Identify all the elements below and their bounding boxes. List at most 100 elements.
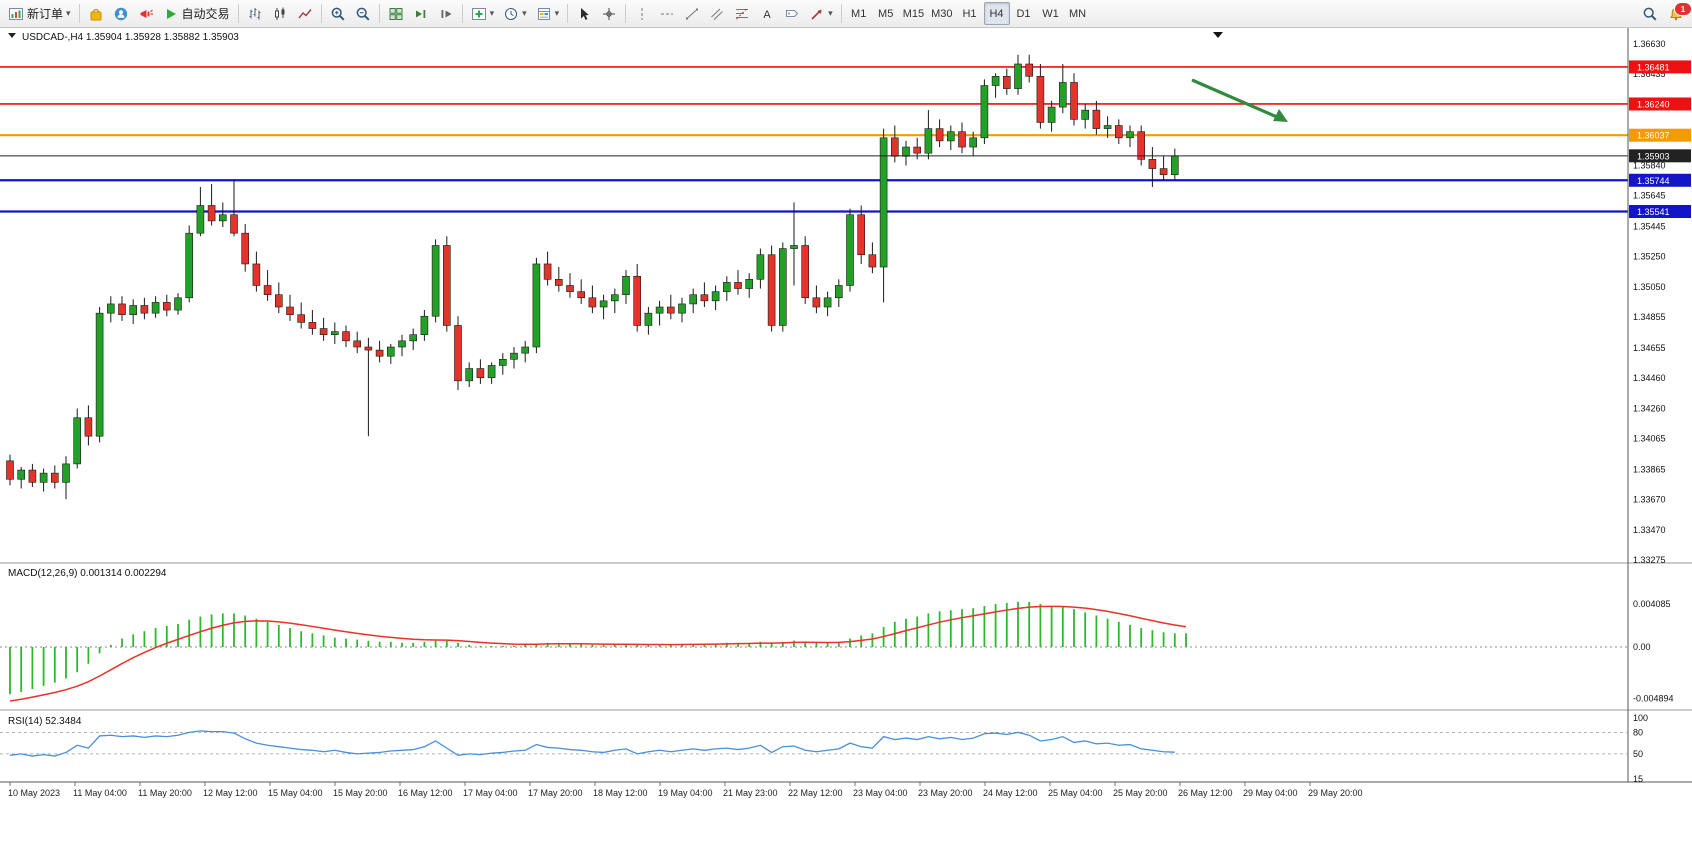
candle (756, 254, 765, 280)
candle (588, 297, 597, 308)
vertical-line-icon (641, 7, 643, 20)
new-order-button[interactable]: 新订单 ▾ (4, 2, 75, 25)
candle (73, 417, 81, 465)
candle (599, 300, 608, 308)
candle (946, 131, 955, 142)
candle (1159, 168, 1168, 176)
news-button[interactable] (134, 2, 158, 25)
periods-button[interactable]: ▾ (499, 2, 531, 25)
trend-arrow[interactable] (1191, 78, 1278, 119)
date-label: 25 May 20:00 (1113, 788, 1168, 798)
candle (655, 306, 664, 314)
candle (1059, 82, 1067, 108)
chevron-down-icon: ▾ (489, 8, 495, 18)
notification-badge: 1 (1674, 2, 1692, 16)
date-label: 23 May 04:00 (853, 788, 908, 798)
candle (1036, 75, 1045, 123)
vertical-line-button[interactable] (630, 2, 654, 25)
candle (532, 263, 541, 348)
zoom-in-button[interactable] (326, 2, 350, 25)
price-level-badge-label: 1.36240 (1637, 99, 1670, 109)
search-icon (1643, 7, 1657, 21)
channel-button[interactable] (705, 2, 729, 25)
fibonacci-button[interactable] (730, 2, 754, 25)
play-icon (166, 8, 176, 19)
candle (252, 263, 261, 286)
label-icon (786, 9, 799, 17)
candle (17, 469, 26, 480)
toolbar-separator (378, 4, 380, 23)
bars-chart-button[interactable] (243, 2, 267, 25)
price-tick-label: 1.35445 (1633, 221, 1666, 231)
candle (1115, 125, 1123, 139)
chart-shift-marker[interactable] (1213, 32, 1223, 38)
cursor-button[interactable] (572, 2, 596, 25)
candle (1126, 131, 1134, 139)
timeframe-M30[interactable]: M30 (928, 2, 955, 25)
crosshair-button[interactable] (597, 2, 621, 25)
chart-shift-icon (441, 9, 452, 18)
arrows-button[interactable]: ▾ (805, 2, 837, 25)
candle (543, 263, 552, 280)
rsi-axis-label: 15 (1633, 774, 1643, 784)
timeframe-M1[interactable]: M1 (846, 2, 872, 25)
notifications-button[interactable]: 1 (1664, 2, 1692, 25)
candle (1092, 109, 1101, 129)
candle (308, 322, 317, 329)
signals-button[interactable] (109, 2, 133, 25)
date-label: 17 May 20:00 (528, 788, 583, 798)
candle (454, 325, 462, 382)
toolbar-separator (567, 4, 569, 23)
price-tick-label: 1.36630 (1633, 39, 1666, 49)
timeframe-M15[interactable]: M15 (900, 2, 927, 25)
symbol-dropdown-icon[interactable] (8, 33, 16, 38)
tile-windows-button[interactable] (384, 2, 408, 25)
text-button[interactable]: A (755, 2, 779, 25)
label-button[interactable] (780, 2, 804, 25)
price-level-badge-label: 1.35541 (1637, 207, 1670, 217)
timeframe-H4[interactable]: H4 (983, 2, 1010, 25)
candle (398, 340, 406, 348)
price-chart[interactable]: 1.366301.364351.362401.360451.358401.356… (0, 28, 1692, 802)
candle (868, 254, 877, 268)
candle (902, 146, 910, 157)
indicators-button[interactable]: ▾ (467, 2, 499, 25)
candle (991, 75, 1000, 86)
search-button[interactable] (1638, 2, 1662, 25)
date-label: 10 May 2023 (8, 788, 60, 798)
price-tick-label: 1.34065 (1633, 434, 1666, 444)
timeframe-MN[interactable]: MN (1065, 2, 1091, 25)
candles-icon (274, 7, 285, 20)
timeframe-W1[interactable]: W1 (1038, 2, 1064, 25)
timeframe-D1[interactable]: D1 (1011, 2, 1037, 25)
candle (431, 245, 440, 317)
timeframe-M5[interactable]: M5 (873, 2, 899, 25)
candle (1137, 131, 1145, 160)
horizontal-line-button[interactable] (655, 2, 679, 25)
templates-button[interactable]: ▾ (532, 2, 564, 25)
candlestick-chart-button[interactable] (268, 2, 292, 25)
candle (274, 294, 283, 308)
chevron-down-icon: ▾ (522, 8, 527, 18)
market-button[interactable] (84, 2, 108, 25)
price-tick-label: 1.33865 (1633, 464, 1666, 474)
auto-scroll-icon (415, 9, 425, 18)
price-tick-label: 1.34855 (1633, 312, 1666, 322)
candle (666, 306, 675, 314)
timeframe-H1[interactable]: H1 (957, 2, 983, 25)
candle (286, 306, 294, 315)
candle (420, 315, 429, 335)
zoom-out-button[interactable] (351, 2, 375, 25)
candle (174, 297, 182, 311)
macd-signal-line (9, 605, 1187, 702)
auto-trading-button[interactable]: 自动交易 (159, 2, 234, 25)
line-chart-button[interactable] (293, 2, 317, 25)
auto-scroll-button[interactable] (409, 2, 433, 25)
candle (151, 302, 160, 314)
chart-symbol-ohlc: USDCAD-,H4 1.35904 1.35928 1.35882 1.359… (22, 32, 239, 43)
crosshair-icon (603, 7, 616, 20)
trendline-button[interactable] (680, 2, 704, 25)
candle (700, 294, 709, 302)
candle (846, 214, 854, 286)
chart-shift-button[interactable] (434, 2, 458, 25)
